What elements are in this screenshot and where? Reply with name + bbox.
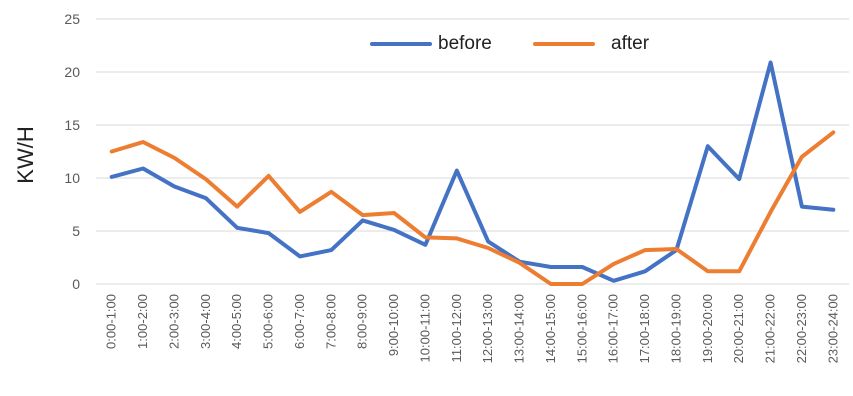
- y-tick-label: 0: [72, 276, 80, 292]
- x-tick-label: 19:00-20:00: [700, 294, 715, 363]
- x-tick-label: 9:00-10:00: [386, 294, 401, 356]
- legend-label-before: before: [438, 33, 492, 54]
- series-lines: [112, 63, 834, 285]
- x-tick-label: 7:00-8:00: [323, 294, 338, 349]
- legend: before after: [372, 33, 650, 54]
- x-tick-label: 15:00-16:00: [574, 294, 589, 363]
- x-tick-label: 13:00-14:00: [512, 294, 527, 363]
- x-tick-label: 22:00-23:00: [794, 294, 809, 363]
- series-line-before: [112, 63, 834, 281]
- x-tick-label: 0:00-1:00: [104, 294, 119, 349]
- x-axis-ticks: 0:00-1:00 1:00-2:00 2:00-3:00 3:00-4:00 4:00…: [104, 294, 841, 363]
- x-tick-label: 3:00-4:00: [198, 294, 213, 349]
- y-tick-label: 20: [64, 64, 80, 80]
- x-tick-label: 2:00-3:00: [166, 294, 181, 349]
- x-tick-label: 6:00-7:00: [292, 294, 307, 349]
- y-axis-title: KW/H: [13, 126, 38, 183]
- x-tick-label: 5:00-6:00: [261, 294, 276, 349]
- x-tick-label: 10:00-11:00: [417, 294, 432, 362]
- x-tick-label: 16:00-17:00: [606, 294, 621, 363]
- y-tick-label: 10: [64, 170, 80, 186]
- x-tick-label: 18:00-19:00: [668, 294, 683, 363]
- x-tick-label: 8:00-9:00: [355, 294, 370, 349]
- x-tick-label: 11:00-12:00: [449, 294, 464, 362]
- x-tick-label: 21:00-22:00: [763, 294, 778, 363]
- y-tick-label: 5: [72, 223, 80, 239]
- x-tick-label: 20:00-21:00: [731, 294, 746, 363]
- x-tick-label: 23:00-24:00: [825, 294, 840, 363]
- x-tick-label: 4:00-5:00: [229, 294, 244, 349]
- x-tick-label: 14:00-15:00: [543, 294, 558, 363]
- x-tick-label: 12:00-13:00: [480, 294, 495, 363]
- x-tick-label: 1:00-2:00: [135, 294, 150, 349]
- legend-label-after: after: [611, 33, 650, 54]
- y-tick-label: 15: [64, 117, 80, 133]
- x-tick-label: 17:00-18:00: [637, 294, 652, 363]
- y-tick-label: 25: [64, 11, 80, 27]
- y-axis-ticks: 0 5 10 15 20 25: [64, 11, 80, 292]
